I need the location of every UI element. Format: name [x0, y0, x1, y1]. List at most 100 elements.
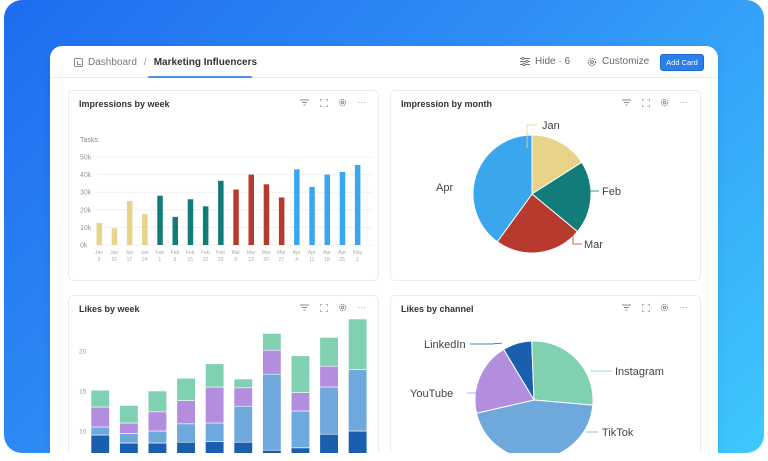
pie-label: TikTok: [602, 427, 634, 439]
x-tick: 10: [111, 257, 117, 263]
stacked-segment: [147, 442, 167, 453]
impressions-pie-chart: Jan Feb Mar Apr: [436, 120, 621, 254]
x-tick: 11: [309, 257, 314, 263]
pie-slice: [475, 399, 594, 453]
card-likes-by-week: Likes by week ··· 20 15 10: [68, 295, 379, 453]
pie-slice: [531, 134, 583, 195]
tab-marketing-influencers[interactable]: Marketing Influencers: [153, 57, 258, 68]
card-toolbar: ···: [300, 303, 366, 312]
bar: [324, 174, 330, 245]
filter-icon[interactable]: [300, 98, 309, 107]
x-tick: Apr: [338, 250, 346, 256]
pie-label: LinkedIn: [424, 339, 466, 351]
top-bar: Dashboard / Marketing Influencers Hide ·…: [50, 46, 718, 78]
filter-icon[interactable]: [622, 303, 631, 312]
gear-icon[interactable]: [660, 303, 669, 312]
stacked-segment: [319, 365, 339, 388]
likes-stacked-bar-chart: 20 15 10: [79, 318, 368, 453]
card-likes-by-channel: Likes by channel ··· LinkedIn Instagram Ti…: [390, 295, 701, 453]
y-tick: 40k: [80, 172, 92, 179]
bar: [218, 180, 224, 245]
y-tick: 20k: [80, 207, 92, 214]
x-tick: Apr: [308, 250, 316, 256]
gear-icon[interactable]: [660, 98, 669, 107]
x-tick: 20: [263, 257, 269, 263]
breadcrumb-dashboard[interactable]: Dashboard: [88, 57, 137, 68]
bar: [142, 214, 148, 245]
stacked-segment: [348, 430, 368, 453]
stacked-segment: [90, 389, 110, 408]
x-tick: 8: [174, 257, 177, 263]
bar: [111, 228, 118, 245]
x-tick: 15: [187, 257, 193, 263]
card-impression-by-month: Impression by month ··· Jan Feb Mar Apr: [390, 90, 701, 281]
add-card-button[interactable]: Add Card: [660, 54, 704, 71]
gear-icon[interactable]: [338, 303, 347, 312]
stacked-segment: [119, 442, 139, 453]
x-tick: Apr: [323, 250, 331, 256]
sliders-icon: [520, 57, 530, 66]
card-toolbar: ···: [300, 98, 366, 107]
stacked-segment: [176, 377, 196, 401]
customize-button[interactable]: Customize: [587, 56, 649, 67]
pie-label: Apr: [436, 182, 453, 194]
stacked-segment: [290, 392, 310, 412]
x-tick: 1: [158, 257, 161, 263]
stacked-segment: [119, 405, 139, 424]
x-tick: Jan: [110, 250, 118, 256]
stacked-segment: [90, 434, 110, 453]
stacked-segment: [348, 369, 368, 432]
stacked-segment: [319, 433, 339, 453]
hide-button[interactable]: Hide · 6: [520, 56, 570, 67]
active-tab-indicator: [148, 76, 252, 78]
stacked-segment: [233, 378, 253, 389]
bar: [354, 164, 361, 245]
bar: [294, 169, 300, 245]
bar: [157, 195, 163, 245]
filter-icon[interactable]: [300, 303, 309, 312]
stacked-segment: [176, 400, 196, 425]
bar: [309, 186, 315, 245]
x-tick: May: [353, 250, 363, 256]
stacked-segment: [119, 422, 139, 434]
pie-label: Instagram: [615, 366, 664, 378]
stacked-segment: [262, 373, 282, 451]
more-icon[interactable]: ···: [679, 302, 688, 312]
card-title: Likes by week: [79, 304, 140, 314]
more-icon[interactable]: ···: [679, 97, 688, 107]
stacked-segment: [319, 337, 339, 367]
customize-label: Customize: [602, 56, 650, 67]
more-icon[interactable]: ···: [357, 97, 366, 107]
x-tick: 22: [203, 257, 209, 263]
x-tick: Feb: [216, 250, 225, 256]
stacked-segment: [290, 410, 310, 449]
y-tick: 50k: [80, 155, 92, 162]
stacked-segment: [262, 333, 282, 351]
stacked-segment: [262, 349, 282, 375]
x-tick: 4: [295, 257, 298, 263]
x-tick: Apr: [293, 250, 301, 256]
stacked-segment: [147, 390, 167, 413]
bar: [278, 197, 285, 245]
pie-slice: [472, 134, 533, 243]
x-tick: 2: [356, 257, 359, 263]
stacked-segment: [205, 441, 225, 453]
x-tick: 6: [234, 257, 237, 263]
stacked-segment: [233, 387, 253, 407]
card-title: Likes by channel: [401, 304, 474, 314]
bar: [202, 206, 209, 245]
y-tick: 10: [79, 429, 87, 436]
gear-icon[interactable]: [338, 98, 347, 107]
stacked-segment: [233, 405, 253, 443]
x-tick: 27: [279, 257, 285, 263]
x-tick: 29: [218, 257, 224, 263]
filter-icon[interactable]: [622, 98, 631, 107]
x-tick: 17: [127, 257, 133, 263]
stacked-segment: [176, 423, 196, 443]
x-tick: Feb: [186, 250, 195, 256]
pie-slice: [531, 161, 592, 233]
y-tick: 15: [79, 389, 87, 396]
more-icon[interactable]: ···: [357, 302, 366, 312]
card-title: Impression by month: [401, 99, 493, 109]
background-frame: Dashboard / Marketing Influencers Hide ·…: [4, 0, 764, 453]
